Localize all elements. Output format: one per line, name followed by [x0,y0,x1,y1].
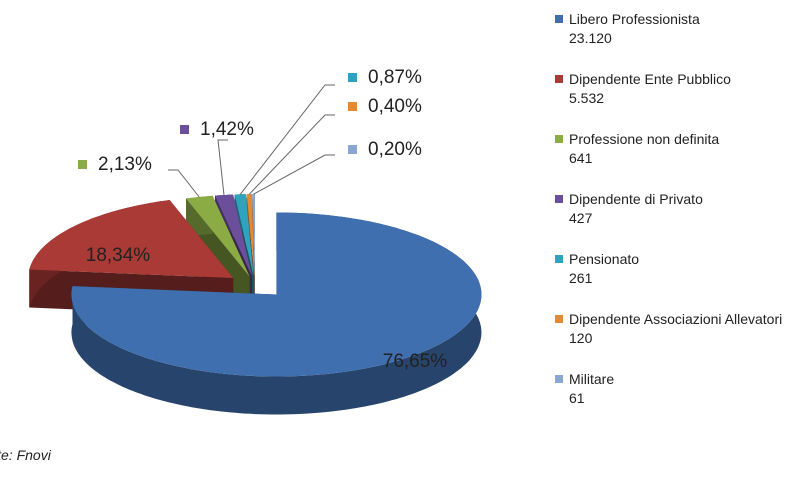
leader-line [253,154,335,195]
value-label: 0,40% [368,96,422,117]
legend-item: Dipendente Associazioni Allevatori 120 [555,310,795,348]
leader-line [168,169,200,198]
legend-count: 5.532 [569,90,605,106]
legend-count: 120 [569,330,593,346]
leader-line [239,84,335,195]
legend-label: Dipendente Ente Pubblico [569,71,731,87]
legend-item: Pensionato 261 [555,250,795,288]
slice [71,212,482,377]
label-marker [180,125,189,134]
legend-count: 261 [569,270,593,286]
value-label: 18,34% [86,245,151,266]
legend-label: Pensionato [569,251,640,267]
legend-swatch [555,195,563,203]
legend-count: 641 [569,150,593,166]
slice [252,194,255,277]
value-label: 1,42% [200,119,254,140]
legend: Libero Professionista 23.120 Dipendente En… [555,10,795,408]
legend-label: Militare [569,371,615,387]
label-marker [348,73,357,82]
legend-item: Dipendente Ente Pubblico 5.532 [555,70,795,108]
legend-label: Professione non definita [569,131,720,147]
value-label: 2,13% [98,154,152,175]
slice [246,194,255,277]
legend-item: Professione non definita 641 [555,130,795,168]
label-marker [78,160,87,169]
label-marker [348,145,357,154]
legend-label: Libero Professionista [569,11,700,27]
legend-swatch [555,315,563,323]
value-label: 0,20% [368,139,422,160]
label-marker [348,102,357,111]
legend-label: Dipendente di Privato [569,191,703,207]
leader-line [217,139,228,196]
slice [186,195,250,277]
value-label: 0,87% [368,67,422,88]
legend-count: 23.120 [569,30,612,46]
legend-count: 427 [569,210,593,226]
leader-line [248,114,335,195]
legend-swatch [555,15,563,23]
legend-swatch [555,135,563,143]
slice [29,200,234,278]
legend-swatch [555,255,563,263]
slice [234,194,254,277]
legend-swatch [555,75,563,83]
pie-area: 76,65% 18,34% 2,13% 1,42% 0,87% 0,40% 0,20% [29,67,482,415]
source-note: Fonte: Fnovi [0,447,51,463]
legend-count: 61 [569,390,585,406]
legend-swatch [555,375,563,383]
slice [215,194,252,277]
legend-item: Libero Professionista 23.120 [555,10,795,48]
legend-item: Militare 61 [555,370,795,408]
legend-item: Dipendente di Privato 427 [555,190,795,228]
value-label: 76,65% [383,351,448,372]
legend-label: Dipendente Associazioni Allevatori [569,311,783,327]
